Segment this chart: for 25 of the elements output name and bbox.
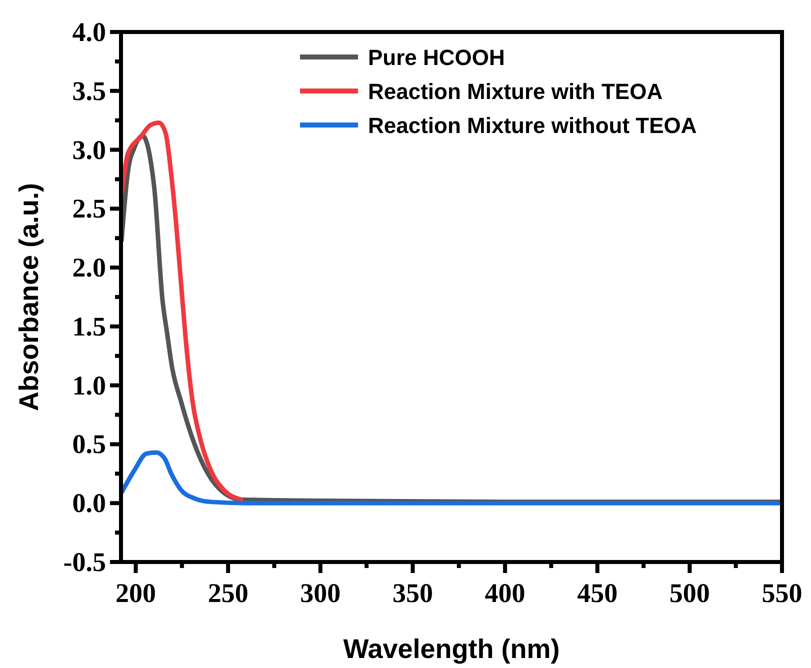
y-tick-label: -0.5: [63, 547, 106, 577]
y-tick-label: 2.0: [72, 252, 106, 283]
line-series: [121, 120, 244, 502]
x-tick-label: 300: [300, 578, 341, 608]
y-tick-label: 4.0: [72, 17, 106, 47]
y-tick-label: 1.0: [72, 370, 106, 400]
x-tick-label: 500: [669, 578, 710, 608]
x-tick-label: 350: [392, 578, 433, 608]
y-tick-label: 1.5: [72, 311, 106, 342]
x-axis-title: Wavelength (nm): [343, 634, 560, 664]
x-tick-label: 550: [762, 578, 802, 608]
y-tick-label: 3.5: [72, 76, 106, 106]
y-axis-title: Absorbance (a.u.): [14, 182, 44, 412]
legend-label: Pure HCOOH: [368, 45, 505, 70]
legend-label: Reaction Mixture with TEOA: [368, 79, 663, 104]
y-tick-label: 0.5: [72, 429, 106, 460]
x-tick-label: 400: [484, 578, 526, 608]
x-tick-label: 450: [577, 578, 618, 608]
x-tick-label: 200: [116, 578, 156, 608]
legend-label: Reaction Mixture without TEOA: [368, 113, 697, 138]
line-series: [121, 450, 782, 506]
x-tick-label: 250: [208, 578, 248, 608]
y-tick-label: 3.0: [72, 134, 106, 165]
y-tick-label: 2.5: [72, 194, 106, 224]
y-tick-label: 0.0: [72, 488, 106, 518]
